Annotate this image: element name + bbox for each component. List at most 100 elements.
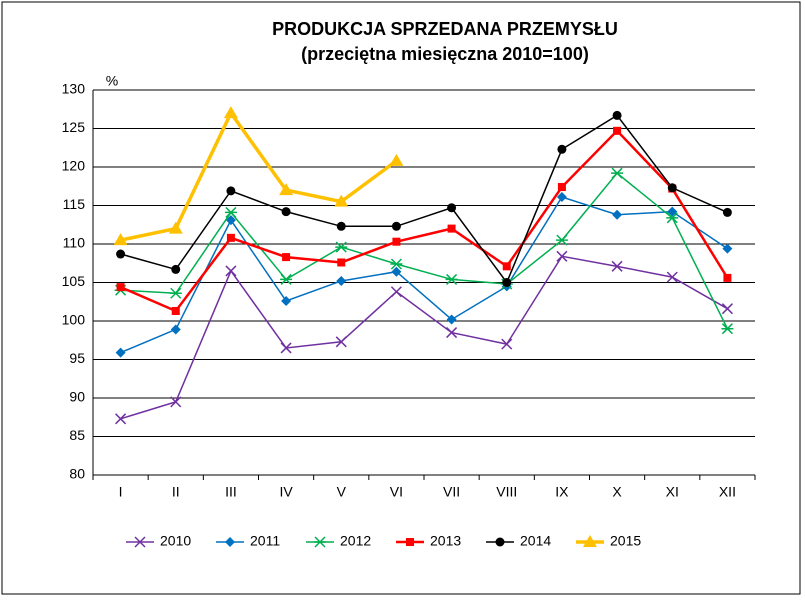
legend-label: 2011 — [250, 533, 280, 549]
marker — [556, 250, 568, 262]
x-tick-label: XII — [719, 484, 736, 500]
x-tick-label: IV — [279, 484, 293, 500]
marker — [116, 283, 125, 292]
marker — [501, 338, 513, 350]
marker — [280, 273, 293, 285]
marker — [392, 237, 401, 246]
marker — [225, 537, 235, 547]
marker — [314, 536, 326, 548]
marker — [502, 278, 512, 287]
marker — [171, 264, 181, 274]
marker — [281, 295, 292, 306]
marker — [336, 221, 346, 231]
marker — [722, 243, 733, 254]
y-tick-label: 115 — [63, 196, 86, 212]
marker — [495, 537, 505, 547]
series-line — [120, 129, 729, 313]
marker — [282, 253, 291, 262]
marker — [335, 336, 347, 348]
legend-label: 2015 — [610, 533, 641, 549]
marker — [667, 183, 677, 193]
marker — [116, 249, 126, 259]
marker — [722, 207, 732, 217]
marker — [225, 265, 237, 277]
legend-label: 2013 — [430, 533, 461, 549]
marker — [115, 347, 126, 358]
marker — [446, 314, 457, 325]
marker — [612, 110, 622, 120]
marker — [667, 206, 678, 217]
y-tick-label: 105 — [62, 273, 86, 289]
legend-label: 2010 — [160, 533, 191, 549]
x-tick-label: XI — [666, 484, 679, 500]
chart-title: PRODUKCJA SPRZEDANA PRZEMYSŁU — [272, 19, 618, 39]
x-tick-label: IX — [555, 484, 569, 500]
marker — [406, 538, 414, 546]
marker — [334, 194, 349, 207]
y-tick-label: 100 — [62, 312, 86, 328]
marker — [612, 209, 623, 220]
x-tick-label: III — [225, 484, 237, 500]
x-tick-label: VII — [443, 484, 460, 500]
legend-label: 2012 — [340, 533, 371, 549]
marker — [336, 275, 347, 286]
marker — [557, 183, 566, 192]
marker — [226, 186, 236, 196]
marker — [583, 535, 597, 547]
series-line — [120, 196, 728, 354]
legend-label: 2014 — [520, 533, 551, 549]
marker — [170, 396, 182, 408]
y-tick-label: 85 — [69, 427, 85, 443]
marker — [447, 224, 456, 233]
y-tick-label: 120 — [62, 158, 86, 174]
y-tick-label: 95 — [69, 350, 85, 366]
marker — [113, 233, 128, 246]
marker — [723, 273, 732, 282]
x-tick-label: VIII — [496, 484, 517, 500]
marker — [721, 303, 733, 315]
marker — [280, 342, 292, 354]
marker — [445, 273, 458, 285]
marker — [555, 234, 568, 246]
marker — [446, 327, 458, 339]
marker — [613, 126, 622, 135]
marker — [721, 323, 734, 335]
marker — [447, 203, 457, 213]
marker — [134, 536, 146, 548]
frame — [1, 1, 801, 595]
marker — [666, 212, 679, 224]
marker — [390, 286, 402, 298]
marker — [169, 287, 182, 299]
marker — [281, 207, 291, 217]
x-tick-label: II — [172, 484, 180, 500]
marker — [391, 266, 402, 277]
x-tick-label: I — [119, 484, 123, 500]
marker — [556, 192, 567, 203]
y-tick-label: 125 — [62, 119, 86, 135]
marker — [557, 144, 567, 154]
series-line — [120, 172, 729, 330]
marker — [502, 262, 511, 271]
y-tick-label: 130 — [62, 81, 86, 97]
marker — [391, 221, 401, 231]
marker — [611, 260, 623, 272]
marker — [171, 306, 180, 315]
x-tick-label: X — [612, 484, 622, 500]
y-tick-label: 80 — [69, 466, 85, 482]
marker — [611, 167, 624, 179]
marker — [170, 324, 181, 335]
marker — [115, 413, 127, 425]
series-line — [120, 255, 728, 420]
series-line — [120, 114, 728, 285]
marker — [226, 233, 235, 242]
y-axis-label: % — [106, 73, 118, 89]
x-tick-label: VI — [390, 484, 403, 500]
marker — [335, 241, 348, 253]
marker — [666, 271, 678, 283]
y-tick-label: 90 — [69, 389, 85, 405]
marker — [225, 215, 236, 226]
y-tick-label: 110 — [63, 235, 86, 251]
chart-subtitle: (przeciętna miesięczna 2010=100) — [301, 44, 589, 64]
marker — [337, 258, 346, 267]
